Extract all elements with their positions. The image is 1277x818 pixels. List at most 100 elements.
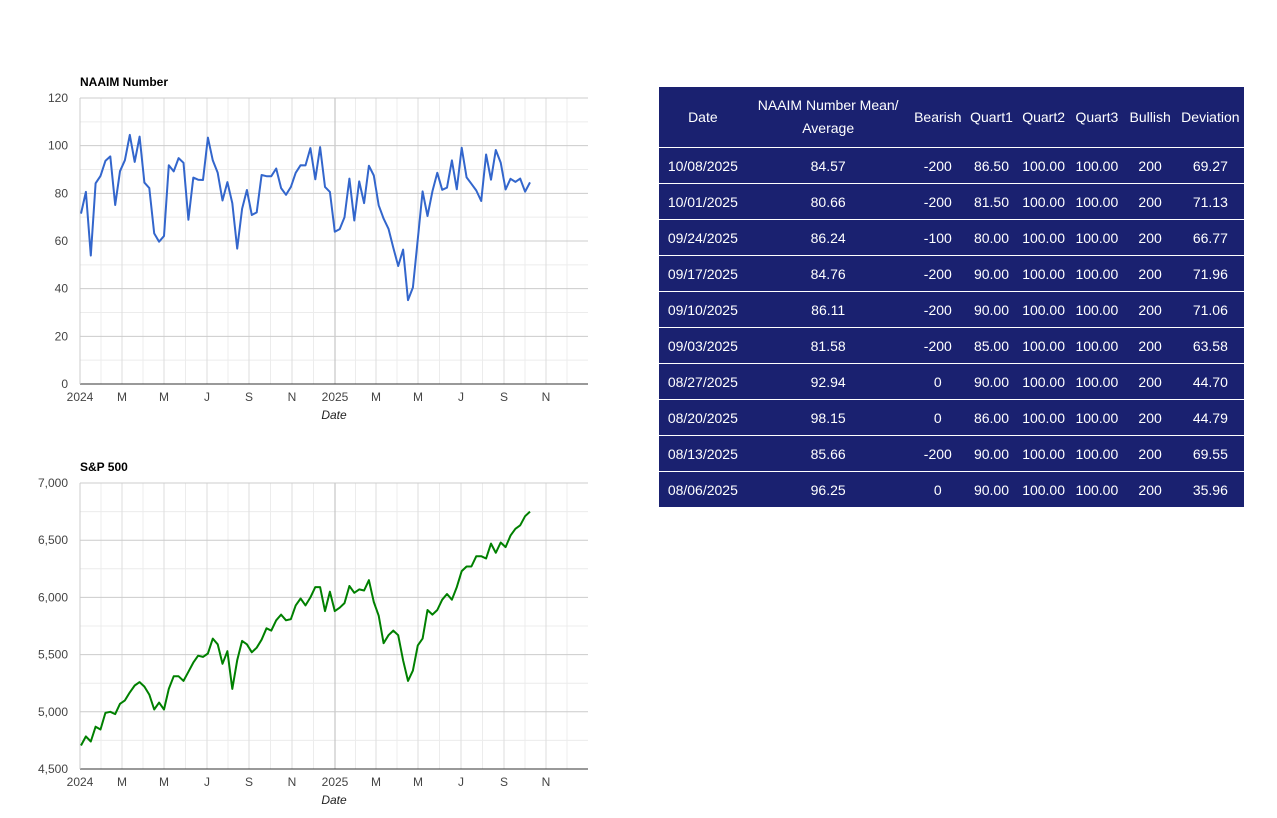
y-tick-label: 6,000 [38,590,68,604]
x-tick-label: S [245,775,253,789]
cell-bullish: 200 [1123,327,1177,364]
cell-bearish: -200 [909,255,967,292]
x-tick-label: N [542,390,551,404]
cell-deviation: 71.13 [1176,183,1244,220]
cell-mean: 84.76 [746,255,910,292]
cell-bearish: -200 [909,435,967,472]
cell-quart2: 100.00 [1016,471,1071,507]
cell-quart2: 100.00 [1016,147,1071,184]
table-body: 10/08/2025 84.57 -200 86.50 100.00 100.00 200 6… [659,147,1244,507]
cell-deviation: 71.06 [1176,291,1244,328]
table-header-row: Date NAAIM Number Mean/ Average Bearish … [659,87,1244,148]
x-axis-label: Date [321,793,347,807]
cell-quart2: 100.00 [1016,435,1071,472]
column-header-quart1: Quart1 [970,108,1013,125]
cell-quart2: 100.00 [1016,291,1071,328]
cell-quart3: 100.00 [1070,399,1124,436]
cell-mean: 81.58 [746,327,910,364]
cell-bearish: -200 [909,147,967,184]
cell-deviation: 44.79 [1176,399,1244,436]
cell-quart1: 85.00 [966,327,1017,364]
cell-deviation: 35.96 [1176,471,1244,507]
column-header-deviation: Deviation [1181,108,1240,125]
x-tick-label: M [117,775,127,789]
table-row: 08/27/2025 92.94 0 90.00 100.00 100.00 200 44.7… [659,363,1244,400]
table-row: 08/13/2025 85.66 -200 90.00 100.00 100.00 200 6… [659,435,1244,472]
x-axis-label: Date [321,408,347,422]
cell-bearish: 0 [909,399,967,436]
cell-quart2: 100.00 [1016,219,1071,256]
table-row: 09/17/2025 84.76 -200 90.00 100.00 100.00 200 7… [659,255,1244,292]
y-tick-label: 100 [48,139,68,153]
cell-date: 10/08/2025 [659,147,747,184]
cell-mean: 85.66 [746,435,910,472]
cell-bullish: 200 [1123,363,1177,400]
x-tick-label: J [204,390,210,404]
cell-deviation: 69.27 [1176,147,1244,184]
table-row: 10/01/2025 80.66 -200 81.50 100.00 100.00 200 7… [659,183,1244,220]
x-tick-label: N [288,390,297,404]
table-row: 08/06/2025 96.25 0 90.00 100.00 100.00 200 35.9… [659,471,1244,507]
cell-bearish: -100 [909,219,967,256]
cell-quart3: 100.00 [1070,219,1124,256]
x-tick-label: M [413,390,423,404]
cell-bullish: 200 [1123,255,1177,292]
y-tick-label: 120 [48,91,68,105]
cell-bullish: 200 [1123,399,1177,436]
cell-quart3: 100.00 [1070,291,1124,328]
naaim-number-chart: 0 20 40 60 80 100 120 2024 M M J S N 2025 M M J S N NAAIM N… [48,75,588,422]
cell-mean: 80.66 [746,183,910,220]
table-row: 10/08/2025 84.57 -200 86.50 100.00 100.00 200 6… [659,147,1244,184]
cell-quart2: 100.00 [1016,327,1071,364]
y-tick-label: 5,500 [38,648,68,662]
cell-date: 09/24/2025 [659,219,747,256]
cell-quart1: 86.50 [966,147,1017,184]
cell-date: 09/10/2025 [659,291,747,328]
cell-deviation: 44.70 [1176,363,1244,400]
cell-mean: 92.94 [746,363,910,400]
x-tick-label: M [159,775,169,789]
cell-quart1: 80.00 [966,219,1017,256]
cell-quart2: 100.00 [1016,183,1071,220]
y-tick-label: 5,000 [38,705,68,719]
cell-mean: 86.24 [746,219,910,256]
cell-quart3: 100.00 [1070,147,1124,184]
cell-quart3: 100.00 [1070,327,1124,364]
cell-quart1: 86.00 [966,399,1017,436]
cell-quart3: 100.00 [1070,471,1124,507]
column-header-bearish: Bearish [914,108,962,125]
cell-date: 09/17/2025 [659,255,747,292]
x-tick-label: J [458,390,464,404]
cell-quart1: 81.50 [966,183,1017,220]
column-header-quart2: Quart2 [1022,108,1066,125]
cell-date: 08/06/2025 [659,471,747,507]
cell-bullish: 200 [1123,291,1177,328]
cell-mean: 84.57 [746,147,910,184]
cell-date: 09/03/2025 [659,327,747,364]
sp500-chart: 4,500 5,000 5,500 6,000 6,500 7,000 2024 M M J S N 2… [38,460,588,807]
cell-deviation: 69.55 [1176,435,1244,472]
cell-mean: 96.25 [746,471,910,507]
x-tick-label: 2024 [67,775,94,789]
x-tick-label: 2025 [322,390,349,404]
cell-mean: 98.15 [746,399,910,436]
table-row: 08/20/2025 98.15 0 86.00 100.00 100.00 200 44.7… [659,399,1244,436]
cell-mean: 86.11 [746,291,910,328]
cell-bullish: 200 [1123,147,1177,184]
series-line [80,510,531,746]
cell-quart1: 90.00 [966,255,1017,292]
x-tick-label: M [371,775,381,789]
cell-quart2: 100.00 [1016,363,1071,400]
y-tick-label: 60 [55,234,69,248]
x-tick-label: S [500,775,508,789]
cell-bearish: -200 [909,183,967,220]
charts-canvas: 0 20 40 60 80 100 120 2024 M M J S N 2025 M M J S N NAAIM N… [38,75,588,807]
cell-bearish: -200 [909,291,967,328]
cell-date: 10/01/2025 [659,183,747,220]
cell-deviation: 66.77 [1176,219,1244,256]
cell-date: 08/27/2025 [659,363,747,400]
cell-date: 08/20/2025 [659,399,747,436]
cell-quart3: 100.00 [1070,183,1124,220]
cell-quart2: 100.00 [1016,399,1071,436]
cell-bearish: 0 [909,363,967,400]
